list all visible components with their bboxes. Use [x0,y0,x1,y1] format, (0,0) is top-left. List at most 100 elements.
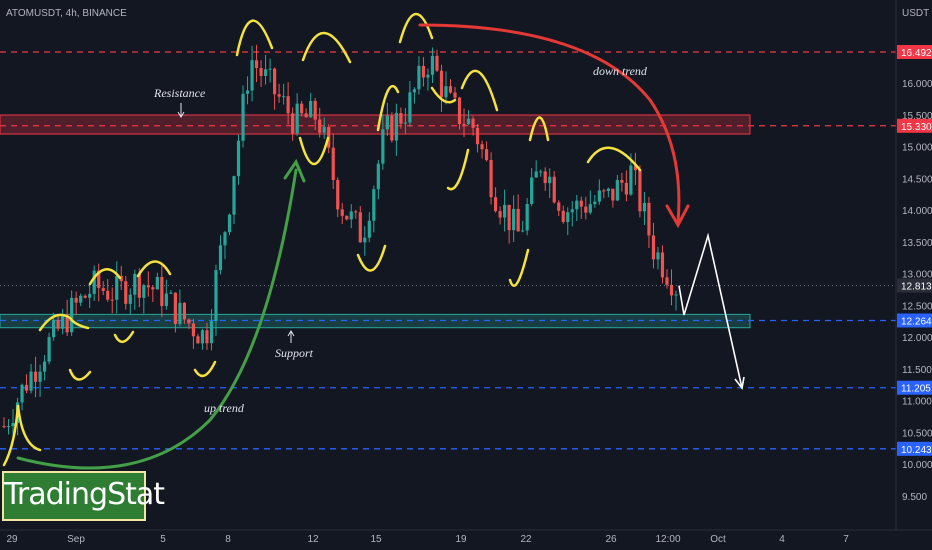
time-tick-label: Oct [710,534,726,545]
price-tick-label: 11.500 [902,365,932,376]
swing-high-mark [136,260,172,278]
candle-body [498,211,502,218]
candle-body [268,68,272,70]
candle-body [575,200,579,210]
candle-body [439,70,444,98]
price-axis[interactable]: 9.500 10.000 10.500 11.000 11.500 12.000 12.50… [902,47,932,503]
candle-body [11,422,15,427]
candle-body [570,209,574,213]
candle-body [597,190,601,202]
candle-body [232,176,236,215]
candle-body [38,371,42,382]
candle-body [110,299,114,301]
up-trend-label: up trend [204,401,245,415]
time-tick-label: 26 [605,534,617,545]
candle-body [552,176,556,203]
swing-high-mark [528,116,550,142]
candle-body [218,245,223,271]
candle-body [611,188,615,201]
price-tick-label: 10.000 [902,460,932,471]
trend-arrows [16,23,690,470]
candle-body [444,86,448,98]
candle-body [557,202,561,211]
candle-body [101,288,105,291]
candle-body [88,293,92,298]
price-tick-label: 9.500 [902,492,927,503]
candle-body [539,171,543,173]
candle-body [20,384,24,403]
price-tag-label: 15.330 [901,122,932,133]
price-tick-label: 12.500 [902,301,932,312]
candle-body [417,65,421,90]
candle-body [484,149,489,161]
candle-body [448,86,453,93]
price-tick-label: 12.000 [902,333,932,344]
candle-body [638,170,642,212]
price-tag [897,278,932,293]
candle-body [245,90,250,94]
candle-body [624,182,628,195]
swing-high-mark [38,313,90,332]
swing-highlights [2,12,642,467]
candle-body [489,160,493,198]
candle-body [74,297,78,303]
candle-body [615,179,619,201]
price-tick-label: 14.500 [902,174,932,185]
candle-body [137,273,141,298]
candle-body [349,211,353,220]
up-trend-arrow [16,168,298,470]
down-trend-label: down trend [593,64,648,78]
candle-body [660,252,665,278]
candle-body [475,127,480,145]
candle-body [462,123,466,125]
candle-body [435,55,439,71]
support-pointer [287,330,295,343]
price-tag-label: 16.492 [901,48,932,59]
candle-body [97,270,101,289]
candle-body [381,129,385,164]
candle-body [241,93,245,141]
projection-line [678,232,743,389]
candle-body [665,277,669,285]
time-tick-label: 8 [225,534,231,545]
candle-body [318,119,322,133]
candle-body [295,103,299,134]
candle-body [394,113,398,141]
candle-body [182,302,187,320]
candle-body [309,100,313,118]
candle-body [651,235,656,260]
candle-body [128,294,132,304]
price-tick-label: 14.000 [902,206,932,217]
candle-body [65,314,69,333]
price-tag-label: 12.264 [901,316,932,327]
price-tick-label: 11.000 [902,397,932,408]
candle-body [579,200,583,207]
candle-body [200,330,205,344]
candle-body [263,69,268,76]
candle-body [548,176,552,184]
candle-body [358,212,362,243]
candle-body [259,68,263,76]
candle-body [286,96,290,114]
time-axis[interactable]: 29 Sep 5 8 12 15 19 22 26 12:00 Oct 4 7 [6,534,849,545]
swing-high-mark [88,268,122,286]
candle-body [602,190,606,192]
chart-title: ATOMUSDT, 4h, BINANCE [6,8,127,19]
candle-body [503,204,507,218]
candle-body [196,336,200,344]
candle-body [155,276,159,290]
candle-body [372,189,376,221]
candle-body [133,273,137,295]
candle-body [2,426,6,428]
swing-low-mark [2,404,42,467]
candle-body [385,115,389,130]
candle-body [178,302,182,324]
candle-body [453,92,457,98]
candle-body [620,179,624,183]
candle-body [493,197,498,212]
candle-body [426,74,430,78]
candle-body [421,65,426,78]
candle-body [512,208,516,231]
